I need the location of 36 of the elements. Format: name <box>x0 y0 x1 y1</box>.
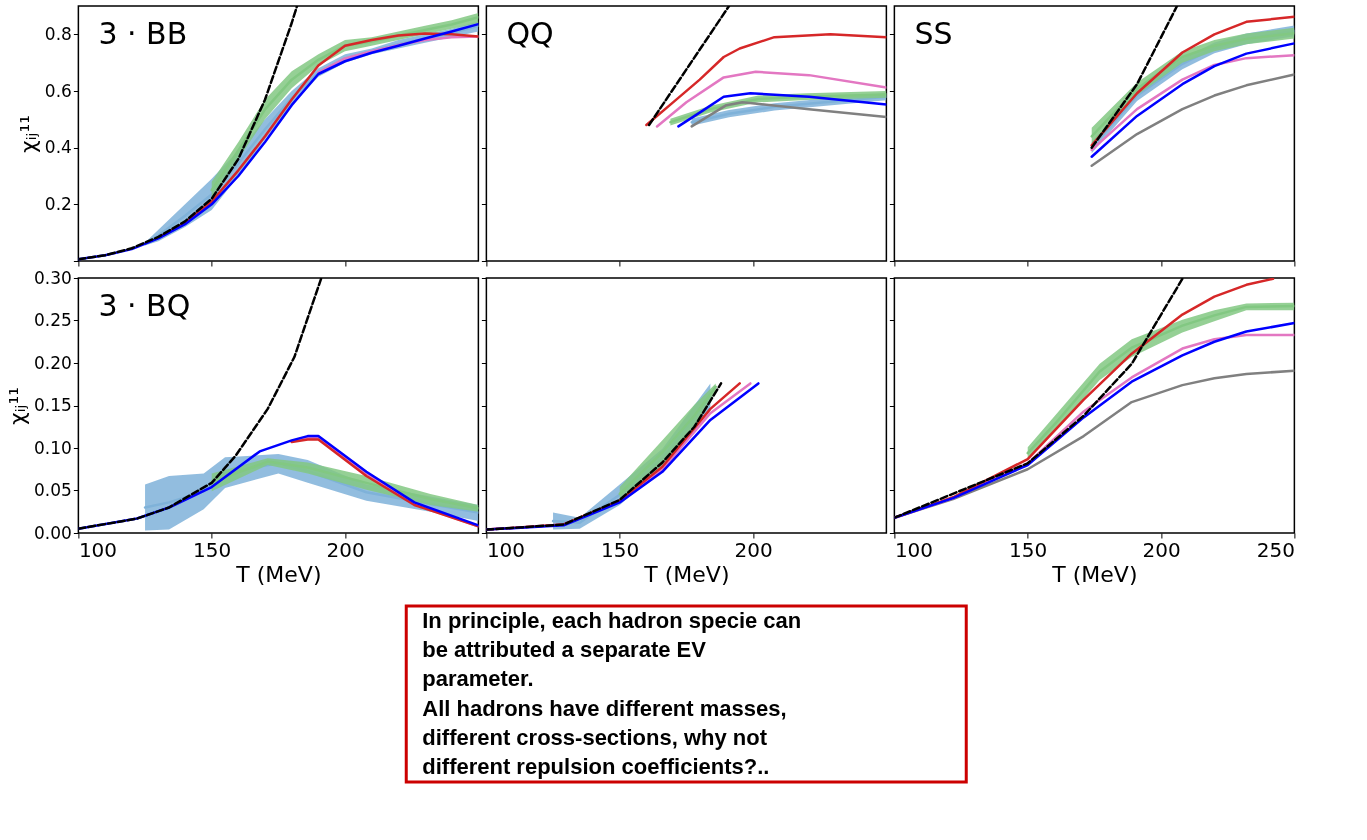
text: In principle, each hadron specie can <box>422 607 802 633</box>
y-tick-label: 0.25 <box>34 310 72 330</box>
x-tick-label: 150 <box>1009 537 1048 562</box>
x-tick-label: 150 <box>601 537 640 562</box>
x-axis-title: T (MeV) <box>643 561 730 587</box>
y-tick-label: 0.8 <box>44 23 72 44</box>
x-axis-title: T (MeV) <box>235 561 322 587</box>
y-axis-title: χᵢⱼ¹¹ <box>5 386 31 426</box>
y-tick-label: 0.10 <box>34 437 72 458</box>
y-tick-label: 0.00 <box>34 522 72 543</box>
y-tick-label: 0.30 <box>34 267 72 288</box>
x-tick-label: 200 <box>1142 537 1181 562</box>
x-tick-label: 250 <box>1256 537 1295 562</box>
y-axis-title: χᵢⱼ¹¹ <box>15 114 41 154</box>
text: be attributed a separate EV <box>422 637 707 662</box>
text: different cross-sections, why not <box>422 725 768 750</box>
text: All hadrons have different masses, <box>422 695 787 721</box>
y-tick-label: 0.05 <box>34 480 72 500</box>
chart-title: 3 · BB <box>98 16 188 51</box>
text: different repulsion coefficients?.. <box>422 754 770 780</box>
y-tick-label: 0.2 <box>44 193 72 214</box>
x-tick-label: 200 <box>326 537 365 562</box>
chart-title: 3 · BQ <box>98 288 191 323</box>
x-tick-label: 100 <box>78 537 118 562</box>
chart-title: QQ <box>506 16 554 51</box>
y-tick-label: 0.20 <box>34 352 72 373</box>
x-tick-label: 200 <box>734 537 773 562</box>
text: parameter. <box>422 666 534 692</box>
y-tick-label: 0.6 <box>44 80 72 101</box>
chart-title: SS <box>914 16 953 51</box>
x-tick-label: 100 <box>894 537 934 562</box>
x-tick-label: 150 <box>193 537 232 562</box>
y-tick-label: 0.4 <box>44 137 72 158</box>
y-tick-label: 0.15 <box>34 395 72 415</box>
x-axis-title: T (MeV) <box>1051 561 1138 587</box>
x-tick-label: 100 <box>486 537 526 562</box>
